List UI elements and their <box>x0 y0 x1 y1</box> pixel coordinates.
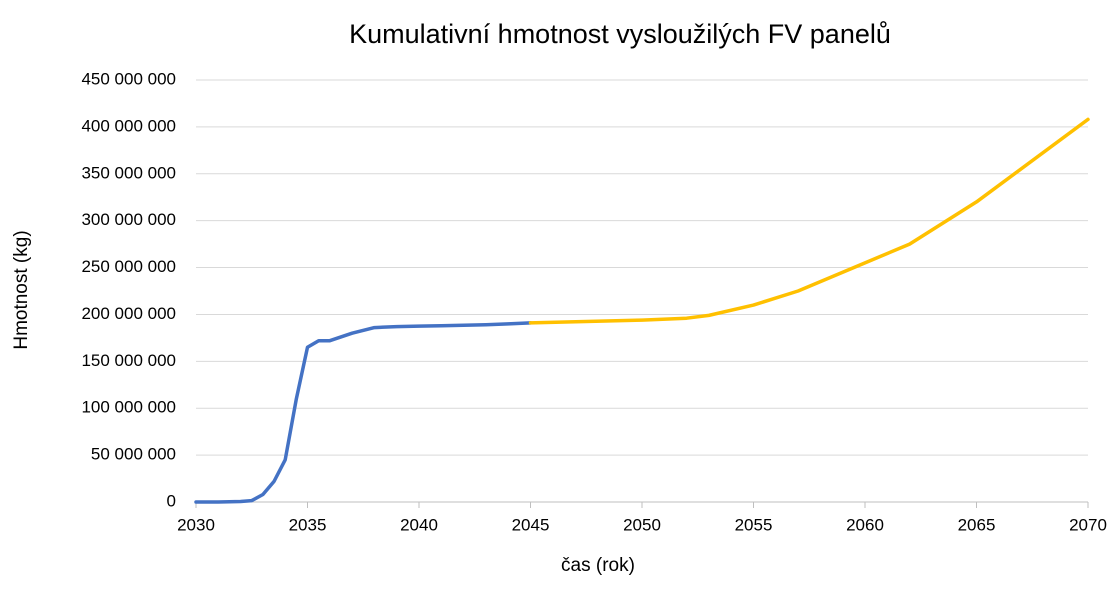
x-tick-label: 2060 <box>846 515 884 534</box>
y-tick-label: 450 000 000 <box>81 69 176 88</box>
chart-title: Kumulativní hmotnost vysloužilých FV pan… <box>349 19 891 49</box>
series-line <box>528 117 1090 325</box>
x-tick-label: 2050 <box>623 515 661 534</box>
y-tick-label: 400 000 000 <box>81 116 176 135</box>
x-tick-label: 2070 <box>1069 515 1107 534</box>
y-axis-title: Hmotnost (kg) <box>11 230 32 349</box>
x-tick-label: 2045 <box>512 515 550 534</box>
x-tick-label: 2040 <box>400 515 438 534</box>
y-tick-label: 350 000 000 <box>81 163 176 182</box>
y-tick-label: 150 000 000 <box>81 351 176 370</box>
x-tick-label: 2065 <box>958 515 996 534</box>
y-tick-label: 300 000 000 <box>81 210 176 229</box>
series-line <box>194 321 533 504</box>
y-tick-label: 200 000 000 <box>81 304 176 323</box>
y-tick-label: 100 000 000 <box>81 398 176 417</box>
y-tick-label: 50 000 000 <box>91 445 176 464</box>
x-tick-label: 2030 <box>177 515 215 534</box>
x-axis-title: čas (rok) <box>561 555 635 576</box>
x-tick-label: 2035 <box>289 515 327 534</box>
y-tick-label: 250 000 000 <box>81 257 176 276</box>
x-tick-label: 2055 <box>735 515 773 534</box>
y-tick-label: 0 <box>167 491 176 510</box>
